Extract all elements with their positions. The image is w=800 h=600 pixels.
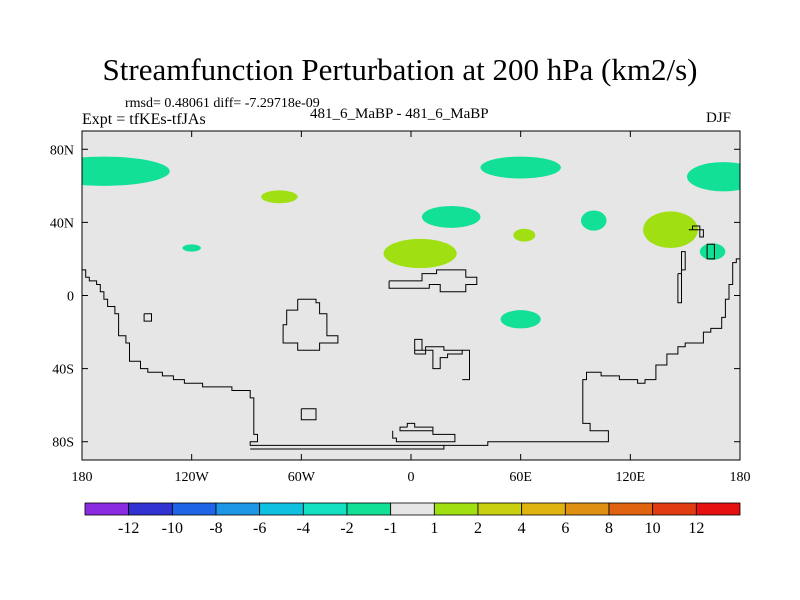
colorbar-swatch-1 (128, 502, 173, 516)
colorbar-swatch-9 (477, 502, 523, 516)
coastline-4 (688, 225, 704, 238)
x-tick-label-2: 60W (288, 470, 316, 485)
y-tick-label-3: 40S (52, 363, 74, 378)
colorbar-swatch-3 (215, 502, 261, 516)
colorbar-label-9: 4 (518, 520, 526, 537)
anomaly-region-10 (513, 228, 536, 242)
colorbar-label-3: -6 (253, 520, 266, 537)
coastline-8 (300, 408, 317, 421)
anomaly-region-6 (699, 243, 726, 260)
anomaly-region-9 (383, 238, 457, 269)
anomaly-region-1 (687, 162, 740, 192)
coastline-0 (82, 269, 445, 450)
coastline-10 (414, 338, 423, 351)
axis-ticks: 180 120W 60W 0 60E 120E 180 80N 40N 0 40S 80S (50, 131, 751, 485)
coastline-2 (706, 243, 715, 260)
anomaly-region-8 (261, 190, 298, 204)
coastline-3 (677, 251, 686, 304)
x-tick-label-4: 60E (509, 470, 532, 485)
run-label: 481_6_MaBP - 481_6_MaBP (310, 106, 489, 122)
colorbar-swatch-13 (652, 502, 697, 516)
anomaly-region-0 (82, 156, 170, 186)
coastline-7 (143, 313, 152, 322)
colorbar-swatch-6 (346, 502, 392, 516)
anomaly-region-2 (480, 156, 561, 179)
colorbar-swatch-14 (695, 502, 741, 516)
colorbar-label-6: -1 (384, 520, 397, 537)
colorbar-label-2: -8 (209, 520, 222, 537)
colorbar-label-7: 1 (430, 520, 438, 537)
colorbar-swatch-12 (608, 502, 654, 516)
coastlines (82, 225, 740, 450)
colorbar-swatch-4 (259, 502, 304, 516)
colorbar-label-4: -4 (297, 520, 310, 537)
coastline-9 (414, 346, 463, 370)
colorbar-label-0: -12 (118, 520, 139, 537)
colorbar-swatch-0 (84, 502, 130, 516)
colorbar-label-11: 8 (605, 520, 613, 537)
anomaly-region-11 (643, 211, 698, 248)
x-tick-label-6: 180 (730, 470, 751, 485)
colorbar-label-8: 2 (474, 520, 482, 537)
colorbar-label-10: 6 (561, 520, 569, 537)
colorbar-swatch-2 (171, 502, 217, 516)
coastline-12 (399, 422, 434, 432)
season-label: DJF (706, 110, 732, 126)
anomaly-region-5 (500, 310, 541, 329)
x-tick-label-5: 120E (616, 470, 646, 485)
anomaly-region-4 (580, 210, 607, 231)
colorbar-label-5: -2 (340, 520, 353, 537)
coastline-6 (282, 298, 339, 351)
y-tick-label-4: 80S (52, 436, 74, 451)
map-background (82, 131, 740, 460)
x-tick-label-3: 0 (408, 470, 415, 485)
coastline-11 (462, 349, 470, 381)
colorbar: -12 -10 -8 -6 -4 -2 -1 1 2 4 6 8 10 12 (84, 502, 741, 537)
colorbar-swatch-7 (390, 502, 435, 516)
x-tick-label-0: 180 (72, 470, 93, 485)
anomaly-region-3 (421, 205, 481, 228)
colorbar-label-1: -10 (162, 520, 183, 537)
coastline-13 (392, 430, 456, 443)
colorbar-label-12: 10 (645, 520, 661, 537)
y-tick-label-0: 80N (50, 143, 74, 158)
y-tick-label-1: 40N (50, 216, 74, 231)
anomaly-regions (82, 156, 740, 329)
colorbar-label-13: 12 (688, 520, 704, 537)
chart-title: Streamfunction Perturbation at 200 hPa (… (102, 52, 698, 87)
rmsd-diff-stats: rmsd= 0.48061 diff= -7.29718e-09 (125, 96, 320, 111)
colorbar-swatch-11 (564, 502, 610, 516)
coastline-5 (388, 269, 478, 293)
experiment-label: Expt = tfKEs-tfJAs (82, 111, 206, 128)
y-tick-label-2: 0 (67, 290, 74, 305)
coastline-1 (443, 258, 740, 446)
x-tick-label-1: 120W (175, 470, 210, 485)
colorbar-swatch-10 (521, 502, 566, 516)
colorbar-swatch-8 (433, 502, 479, 516)
anomaly-region-7 (182, 244, 201, 252)
colorbar-swatch-5 (302, 502, 348, 516)
